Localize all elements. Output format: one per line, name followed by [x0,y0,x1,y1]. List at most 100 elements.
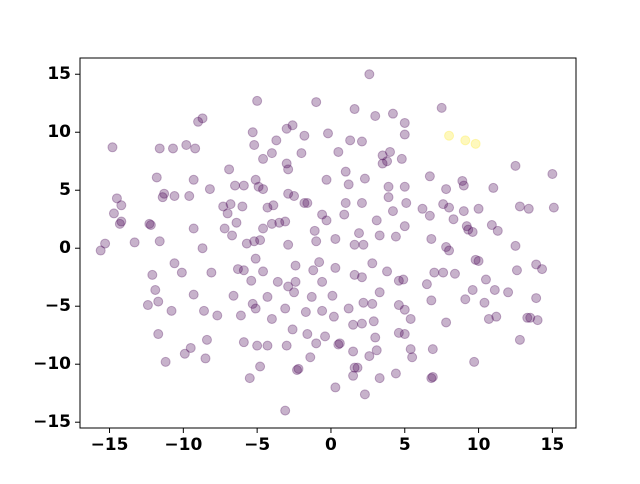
point [429,267,440,278]
point [467,284,478,295]
point [387,206,398,217]
x-tick-label: 5 [399,435,411,455]
point [262,202,273,213]
point [460,294,471,305]
point [95,245,106,256]
point [157,192,168,203]
point [427,344,438,355]
point [514,334,525,345]
point [339,209,350,220]
point [330,233,341,244]
point [374,287,385,298]
point [225,199,236,210]
point [424,210,435,221]
point [483,313,494,324]
point [444,130,455,141]
point [486,220,497,231]
point [266,313,277,324]
point [238,180,249,191]
point [309,225,320,236]
point [108,208,119,219]
point [250,303,261,314]
point [441,184,452,195]
point [417,203,428,214]
point [179,348,190,359]
point [314,257,325,268]
point [235,310,246,321]
point [289,191,300,202]
point [281,123,292,134]
point [441,317,452,328]
point [129,237,140,248]
point [463,224,474,235]
point [218,201,229,212]
point [368,316,379,327]
point [292,365,302,376]
point [238,337,249,348]
point [114,218,125,229]
point [385,146,395,157]
point [201,334,212,345]
point [348,319,359,330]
point [321,215,332,226]
point [293,363,304,374]
point [169,258,180,269]
point [197,113,208,124]
point [396,153,407,164]
point [548,202,559,213]
point [169,191,180,202]
point [300,307,311,318]
point [492,225,503,236]
point [399,129,410,140]
point [249,139,260,150]
point [283,239,294,250]
point [514,201,525,212]
point [280,216,291,227]
point [510,160,521,171]
point [238,265,249,276]
point [461,221,472,232]
point [460,135,471,146]
point [142,300,153,311]
y-tick-label: 0 [59,238,71,258]
point [458,180,469,191]
point [145,220,156,231]
point [193,116,204,127]
point [283,164,294,175]
x-tick-label: 0 [325,435,337,455]
x-tick-label: 15 [541,435,565,455]
point [480,274,491,285]
point [154,143,165,154]
point [488,182,499,193]
point [299,130,310,141]
point [321,174,332,185]
point [382,156,393,167]
point [283,188,294,199]
point [390,231,401,242]
point [348,370,359,381]
point [111,193,122,204]
point [227,230,238,241]
point [469,356,480,367]
y-tick-label: −5 [45,296,71,316]
point [306,291,317,302]
point [100,238,111,249]
point [340,197,351,208]
point [317,209,328,220]
point [262,340,273,351]
point [421,279,432,290]
point [448,214,459,225]
point [219,223,230,234]
point [367,258,378,269]
point [531,259,542,270]
point [345,135,356,146]
point [252,340,263,351]
point [258,223,269,234]
point [153,329,164,340]
point [328,311,339,322]
point [359,389,370,400]
point [489,284,500,295]
point [547,168,558,179]
point [374,373,385,384]
